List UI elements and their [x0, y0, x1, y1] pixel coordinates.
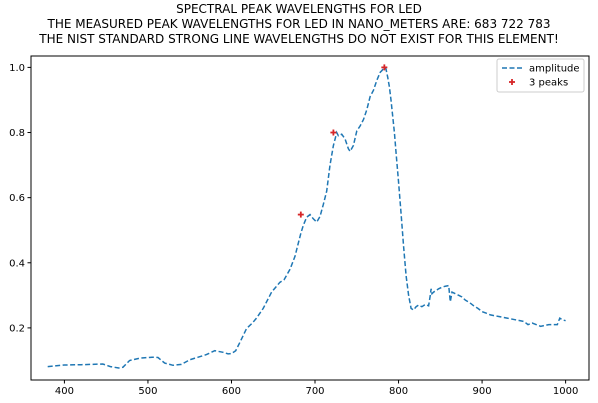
x-tick-label: 500 [138, 386, 157, 397]
x-tick-label: 400 [55, 386, 74, 397]
y-axis-ticks: 0.2 0.4 0.6 0.8 1.0 [9, 63, 31, 334]
y-tick-label: 0.4 [9, 258, 25, 269]
x-axis-ticks: 400 500 600 700 800 900 1000 [55, 380, 578, 397]
legend-peaks-swatch [509, 79, 515, 85]
legend-amplitude-label: amplitude [529, 64, 580, 75]
peak-marker [297, 211, 304, 218]
peak-marker [330, 129, 337, 136]
chart-title-line-3: THE NIST STANDARD STRONG LINE WAVELENGTH… [39, 32, 559, 46]
amplitude-series-line [47, 66, 566, 369]
y-tick-label: 1.0 [9, 63, 25, 74]
y-tick-label: 0.2 [9, 323, 25, 334]
y-tick-label: 0.6 [9, 193, 25, 204]
chart-title-line-1: SPECTRAL PEAK WAVELENGTHS FOR LED [176, 2, 422, 16]
y-tick-label: 0.8 [9, 128, 25, 139]
chart-title-block: SPECTRAL PEAK WAVELENGTHS FOR LED THE ME… [0, 2, 598, 47]
legend-peaks-label: 3 peaks [529, 78, 568, 89]
legend-peaks-plus [509, 79, 515, 85]
plot-series [47, 64, 566, 369]
x-tick-label: 900 [473, 386, 492, 397]
x-tick-label: 700 [305, 386, 324, 397]
x-tick-label: 600 [222, 386, 241, 397]
x-tick-label: 800 [389, 386, 408, 397]
x-tick-label: 1000 [553, 386, 578, 397]
chart-title-line-2: THE MEASURED PEAK WAVELENGTHS FOR LED IN… [47, 17, 551, 31]
peak-marker [381, 64, 388, 71]
legend: amplitude 3 peaks [496, 58, 585, 93]
plot-frame [30, 55, 590, 381]
